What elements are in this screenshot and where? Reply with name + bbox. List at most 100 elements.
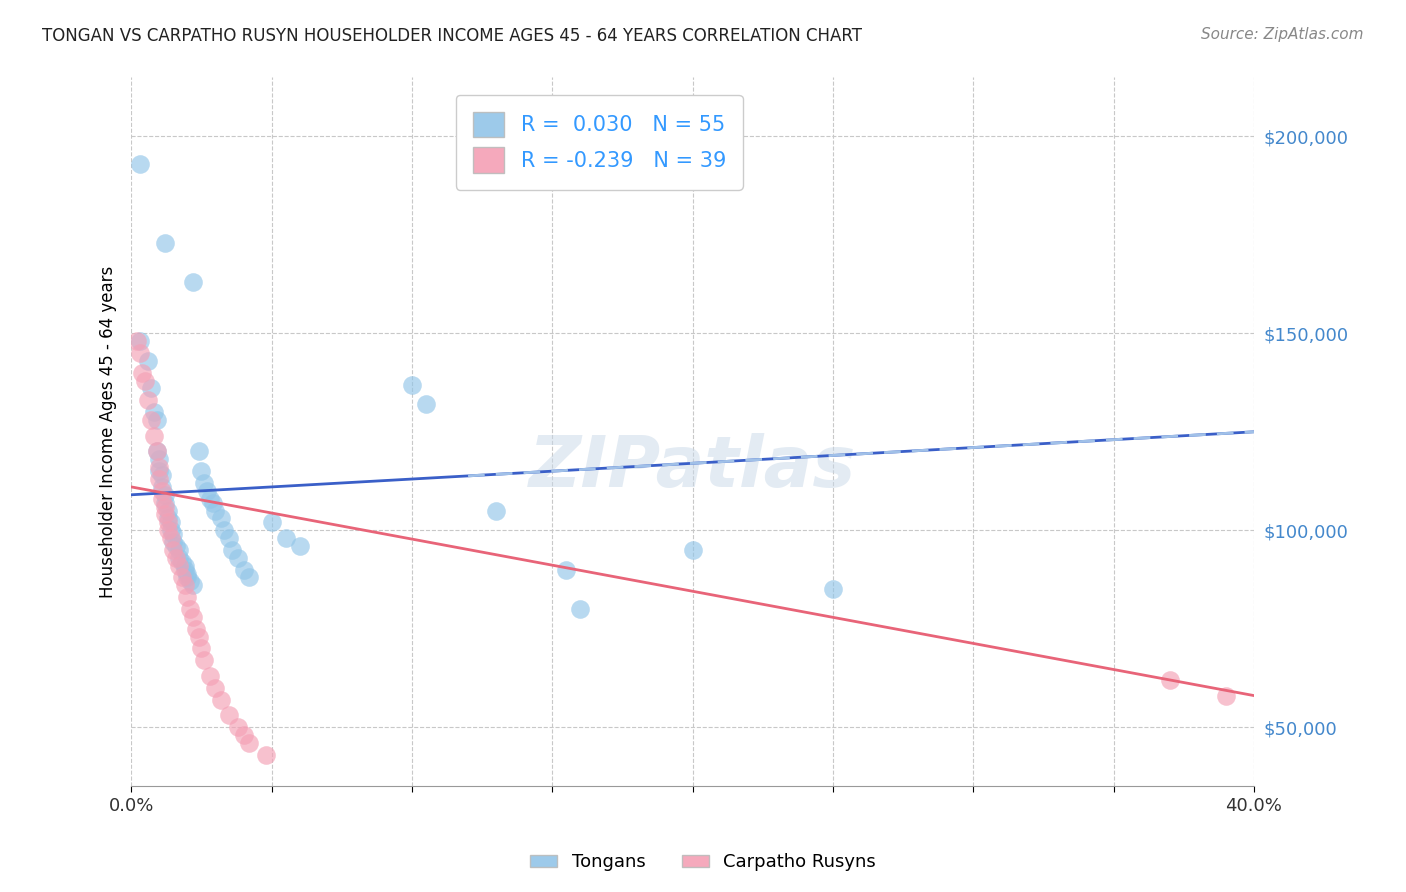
- Point: [167, 558, 190, 573]
- Point: [136, 354, 159, 368]
- Point: [195, 483, 218, 498]
- Point: [153, 235, 176, 250]
- Point: [125, 334, 148, 349]
- Point: [173, 578, 195, 592]
- Point: [569, 602, 592, 616]
- Point: [153, 488, 176, 502]
- Point: [128, 346, 150, 360]
- Point: [1215, 689, 1237, 703]
- Point: [190, 641, 212, 656]
- Point: [148, 460, 170, 475]
- Point: [193, 653, 215, 667]
- Point: [198, 669, 221, 683]
- Point: [153, 508, 176, 522]
- Point: [156, 523, 179, 537]
- Point: [134, 374, 156, 388]
- Point: [254, 747, 277, 762]
- Point: [176, 570, 198, 584]
- Point: [415, 397, 437, 411]
- Point: [139, 382, 162, 396]
- Point: [485, 503, 508, 517]
- Point: [555, 563, 578, 577]
- Point: [131, 366, 153, 380]
- Point: [128, 157, 150, 171]
- Point: [179, 602, 201, 616]
- Point: [153, 500, 176, 514]
- Point: [159, 523, 181, 537]
- Point: [401, 377, 423, 392]
- Point: [232, 563, 254, 577]
- Point: [153, 496, 176, 510]
- Point: [170, 555, 193, 569]
- Point: [181, 578, 204, 592]
- Point: [150, 480, 173, 494]
- Point: [139, 413, 162, 427]
- Point: [181, 275, 204, 289]
- Point: [204, 681, 226, 695]
- Point: [156, 516, 179, 530]
- Point: [167, 542, 190, 557]
- Legend: R =  0.030   N = 55, R = -0.239   N = 39: R = 0.030 N = 55, R = -0.239 N = 39: [456, 95, 742, 189]
- Point: [179, 574, 201, 589]
- Point: [209, 692, 232, 706]
- Point: [212, 523, 235, 537]
- Point: [190, 464, 212, 478]
- Point: [209, 511, 232, 525]
- Point: [165, 539, 187, 553]
- Point: [187, 630, 209, 644]
- Point: [173, 558, 195, 573]
- Point: [162, 527, 184, 541]
- Point: [148, 452, 170, 467]
- Point: [145, 413, 167, 427]
- Point: [150, 491, 173, 506]
- Point: [218, 708, 240, 723]
- Point: [170, 570, 193, 584]
- Point: [232, 728, 254, 742]
- Y-axis label: Householder Income Ages 45 - 64 years: Householder Income Ages 45 - 64 years: [100, 266, 117, 598]
- Text: Source: ZipAtlas.com: Source: ZipAtlas.com: [1201, 27, 1364, 42]
- Text: ZIPatlas: ZIPatlas: [529, 433, 856, 501]
- Point: [198, 491, 221, 506]
- Point: [156, 511, 179, 525]
- Point: [226, 720, 249, 734]
- Point: [148, 464, 170, 478]
- Point: [1159, 673, 1181, 687]
- Point: [162, 535, 184, 549]
- Point: [176, 590, 198, 604]
- Point: [148, 472, 170, 486]
- Point: [184, 622, 207, 636]
- Point: [145, 444, 167, 458]
- Point: [187, 444, 209, 458]
- Point: [145, 444, 167, 458]
- Point: [150, 483, 173, 498]
- Point: [682, 542, 704, 557]
- Point: [162, 542, 184, 557]
- Point: [167, 550, 190, 565]
- Point: [238, 736, 260, 750]
- Point: [165, 550, 187, 565]
- Point: [159, 516, 181, 530]
- Legend: Tongans, Carpatho Rusyns: Tongans, Carpatho Rusyns: [523, 847, 883, 879]
- Point: [159, 531, 181, 545]
- Point: [156, 503, 179, 517]
- Point: [142, 428, 165, 442]
- Point: [238, 570, 260, 584]
- Point: [204, 503, 226, 517]
- Point: [821, 582, 844, 597]
- Point: [193, 475, 215, 490]
- Point: [176, 566, 198, 581]
- Point: [218, 531, 240, 545]
- Point: [201, 496, 224, 510]
- Point: [128, 334, 150, 349]
- Text: TONGAN VS CARPATHO RUSYN HOUSEHOLDER INCOME AGES 45 - 64 YEARS CORRELATION CHART: TONGAN VS CARPATHO RUSYN HOUSEHOLDER INC…: [42, 27, 862, 45]
- Point: [226, 550, 249, 565]
- Point: [173, 563, 195, 577]
- Point: [181, 610, 204, 624]
- Point: [260, 516, 283, 530]
- Point: [221, 542, 243, 557]
- Point: [274, 531, 297, 545]
- Point: [288, 539, 311, 553]
- Point: [150, 468, 173, 483]
- Point: [136, 393, 159, 408]
- Point: [142, 405, 165, 419]
